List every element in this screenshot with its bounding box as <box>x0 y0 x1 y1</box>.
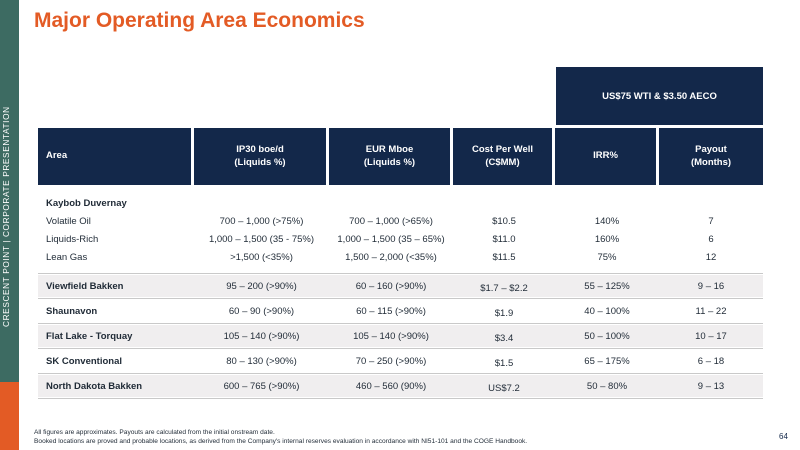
cell-ip30: >1,500 (<35%) <box>230 251 293 263</box>
cell-ip30: 1,000 – 1,500 (35 - 75%) <box>208 233 315 245</box>
cell-irr: 50 – 80% <box>586 380 628 392</box>
cell-area: SK Conventional <box>46 355 123 367</box>
header-ip30: IP30 boe/d (Liquids %) <box>194 128 329 185</box>
cell-irr: 40 – 100% <box>584 305 630 317</box>
cell-ip30: 105 – 140 (>90%) <box>223 330 300 342</box>
table-row: Lean Gas >1,500 (<35%) 1,500 – 2,000 (<3… <box>38 248 763 266</box>
cell-area: Liquids-Rich <box>46 233 99 245</box>
cell-eur: 460 – 560 (90%) <box>355 380 427 392</box>
sidebar-label: CRESCENT POINT | CORPORATE PRESENTATION <box>1 106 11 328</box>
header-irr: IRR% <box>555 128 659 185</box>
row-divider <box>38 273 763 274</box>
cell-payout: 6 <box>708 233 714 245</box>
row-divider <box>38 298 763 299</box>
sidebar-accent <box>0 382 19 450</box>
cell-irr: 160% <box>594 233 620 245</box>
cell-cost: US$7.2 <box>488 382 520 394</box>
cell-area: Viewfield Bakken <box>46 280 124 292</box>
cell-area: North Dakota Bakken <box>46 380 143 392</box>
table-row: North Dakota Bakken 600 – 765 (>90%) 460… <box>38 375 763 397</box>
page-number: 64 <box>779 432 788 441</box>
row-divider <box>38 323 763 324</box>
cell-irr: 140% <box>594 215 620 227</box>
table-row: Viewfield Bakken 95 – 200 (>90%) 60 – 16… <box>38 275 763 297</box>
footnote: Booked locations are proved and probable… <box>34 437 528 445</box>
cell-payout: 10 – 17 <box>695 330 727 342</box>
cell-payout: 11 – 22 <box>695 305 727 317</box>
price-assumption-header: US$75 WTI & $3.50 AECO <box>556 67 763 125</box>
cell-eur: 105 – 140 (>90%) <box>353 330 429 342</box>
page-title: Major Operating Area Economics <box>34 9 365 32</box>
cell-irr: 55 – 125% <box>584 280 630 292</box>
cell-area: Shaunavon <box>46 305 98 317</box>
footnote: All figures are approximates. Payouts ar… <box>34 429 275 436</box>
cell-eur: 1,500 – 2,000 (<35%) <box>345 251 437 263</box>
footnotes: All figures are approximates. Payouts ar… <box>34 429 527 446</box>
row-divider <box>38 398 763 399</box>
cell-cost: $11.0 <box>492 233 516 245</box>
cell-irr: 50 – 100% <box>584 330 630 342</box>
cell-cost: $3.4 <box>494 332 514 344</box>
cell-eur: 1,000 – 1,500 (35 – 65%) <box>337 233 445 245</box>
cell-ip30: 60 – 90 (>90%) <box>228 305 295 317</box>
cell-cost: $10.5 <box>492 215 516 227</box>
cell-ip30: 700 – 1,000 (>75%) <box>219 215 304 227</box>
kaybob-group: Kaybob Duvernay Volatile Oil 700 – 1,000… <box>38 196 763 266</box>
group-title: Kaybob Duvernay <box>46 198 127 209</box>
header-eur: EUR Mboe (Liquids %) <box>329 128 453 185</box>
cell-area: Flat Lake - Torquay <box>46 330 133 342</box>
cell-eur: 70 – 250 (>90%) <box>355 355 427 367</box>
cell-irr: 65 – 175% <box>584 355 630 367</box>
header-area: Area <box>38 128 194 185</box>
table-row: Liquids-Rich 1,000 – 1,500 (35 - 75%) 1,… <box>38 230 763 248</box>
cell-cost: $1.5 <box>494 357 514 369</box>
row-divider <box>38 373 763 374</box>
cell-payout: 12 <box>705 251 717 263</box>
cell-payout: 6 – 18 <box>697 355 725 367</box>
row-divider <box>38 348 763 349</box>
cell-eur: 700 – 1,000 (>65%) <box>349 215 433 227</box>
cell-cost: $11.5 <box>492 251 516 263</box>
cell-payout: 9 – 13 <box>697 380 725 392</box>
sidebar: CRESCENT POINT | CORPORATE PRESENTATION <box>0 0 19 450</box>
table-row: Shaunavon 60 – 90 (>90%) 60 – 115 (>90%)… <box>38 300 763 322</box>
cell-payout: 7 <box>708 215 714 227</box>
table-row: Flat Lake - Torquay 105 – 140 (>90%) 105… <box>38 325 763 347</box>
cell-payout: 9 – 16 <box>697 280 725 292</box>
cell-area: Volatile Oil <box>46 215 91 227</box>
cell-eur: 60 – 115 (>90%) <box>356 305 426 317</box>
table-row: Volatile Oil 700 – 1,000 (>75%) 700 – 1,… <box>38 212 763 230</box>
cell-ip30: 600 – 765 (>90%) <box>223 380 300 392</box>
cell-cost: $1.7 – $2.2 <box>480 282 528 294</box>
cell-eur: 60 – 160 (>90%) <box>355 280 427 292</box>
cell-irr: 75% <box>597 251 617 263</box>
table-row: SK Conventional 80 – 130 (>90%) 70 – 250… <box>38 350 763 372</box>
cell-cost: $1.9 <box>494 307 514 319</box>
cell-area: Lean Gas <box>46 251 88 263</box>
header-cost-per-well: Cost Per Well (C$MM) <box>453 128 555 185</box>
table-header: Area IP30 boe/d (Liquids %) EUR Mboe (Li… <box>38 128 763 185</box>
cell-ip30: 80 – 130 (>90%) <box>226 355 297 367</box>
cell-ip30: 95 – 200 (>90%) <box>226 280 297 292</box>
header-payout: Payout (Months) <box>659 128 763 185</box>
